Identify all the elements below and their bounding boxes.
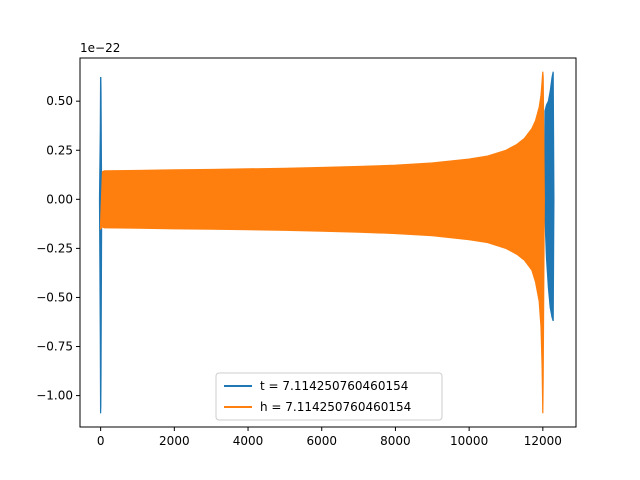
series-1-envelope xyxy=(99,71,545,414)
legend-label-0: t = 7.114250760460154 xyxy=(260,379,408,393)
y-tick-label: 0.00 xyxy=(46,192,73,206)
x-tick-label: 12000 xyxy=(524,434,562,448)
legend-box xyxy=(215,372,443,421)
y-axis: 0.50 0.25 0.00 −0.25 −0.50 −0.75 −1.00 xyxy=(36,94,80,403)
y-tick-label: 0.50 xyxy=(46,94,73,108)
x-tick-label: 6000 xyxy=(306,434,337,448)
series-layer xyxy=(98,71,555,414)
y-tick-label: −0.25 xyxy=(36,241,73,255)
x-tick-label: 10000 xyxy=(450,434,488,448)
legend: t = 7.114250760460154 h = 7.1142507604601… xyxy=(215,372,443,421)
series-0-envelope xyxy=(98,71,555,414)
y-offset-text: 1e−22 xyxy=(80,41,120,55)
x-tick-label: 0 xyxy=(97,434,105,448)
x-tick-label: 4000 xyxy=(233,434,264,448)
x-tick-label: 2000 xyxy=(159,434,190,448)
y-tick-label: −0.75 xyxy=(36,340,73,354)
y-tick-label: −1.00 xyxy=(36,389,73,403)
legend-label-1: h = 7.114250760460154 xyxy=(260,400,411,414)
y-tick-label: 0.25 xyxy=(46,143,73,157)
y-tick-label: −0.50 xyxy=(36,290,73,304)
plot-frame xyxy=(79,57,577,428)
x-axis: 0 2000 4000 6000 8000 10000 12000 xyxy=(97,427,562,448)
x-tick-label: 8000 xyxy=(380,434,411,448)
